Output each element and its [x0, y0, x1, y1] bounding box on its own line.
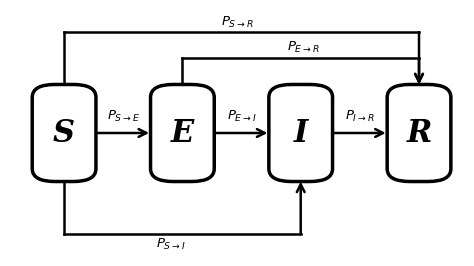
- Text: R: R: [406, 118, 432, 148]
- FancyBboxPatch shape: [32, 85, 96, 181]
- Text: $P_{S\rightarrow I}$: $P_{S\rightarrow I}$: [156, 236, 186, 252]
- Text: E: E: [171, 118, 194, 148]
- FancyBboxPatch shape: [387, 85, 451, 181]
- FancyBboxPatch shape: [151, 85, 214, 181]
- Text: S: S: [53, 118, 75, 148]
- Text: I: I: [293, 118, 308, 148]
- Text: $P_{S\rightarrow R}$: $P_{S\rightarrow R}$: [220, 14, 254, 30]
- Text: $P_{E\rightarrow R}$: $P_{E\rightarrow R}$: [287, 40, 319, 55]
- Text: $P_{E\rightarrow I}$: $P_{E\rightarrow I}$: [227, 109, 256, 124]
- FancyBboxPatch shape: [269, 85, 333, 181]
- Text: $P_{I\rightarrow R}$: $P_{I\rightarrow R}$: [345, 109, 374, 124]
- Text: $P_{S\rightarrow E}$: $P_{S\rightarrow E}$: [107, 109, 140, 124]
